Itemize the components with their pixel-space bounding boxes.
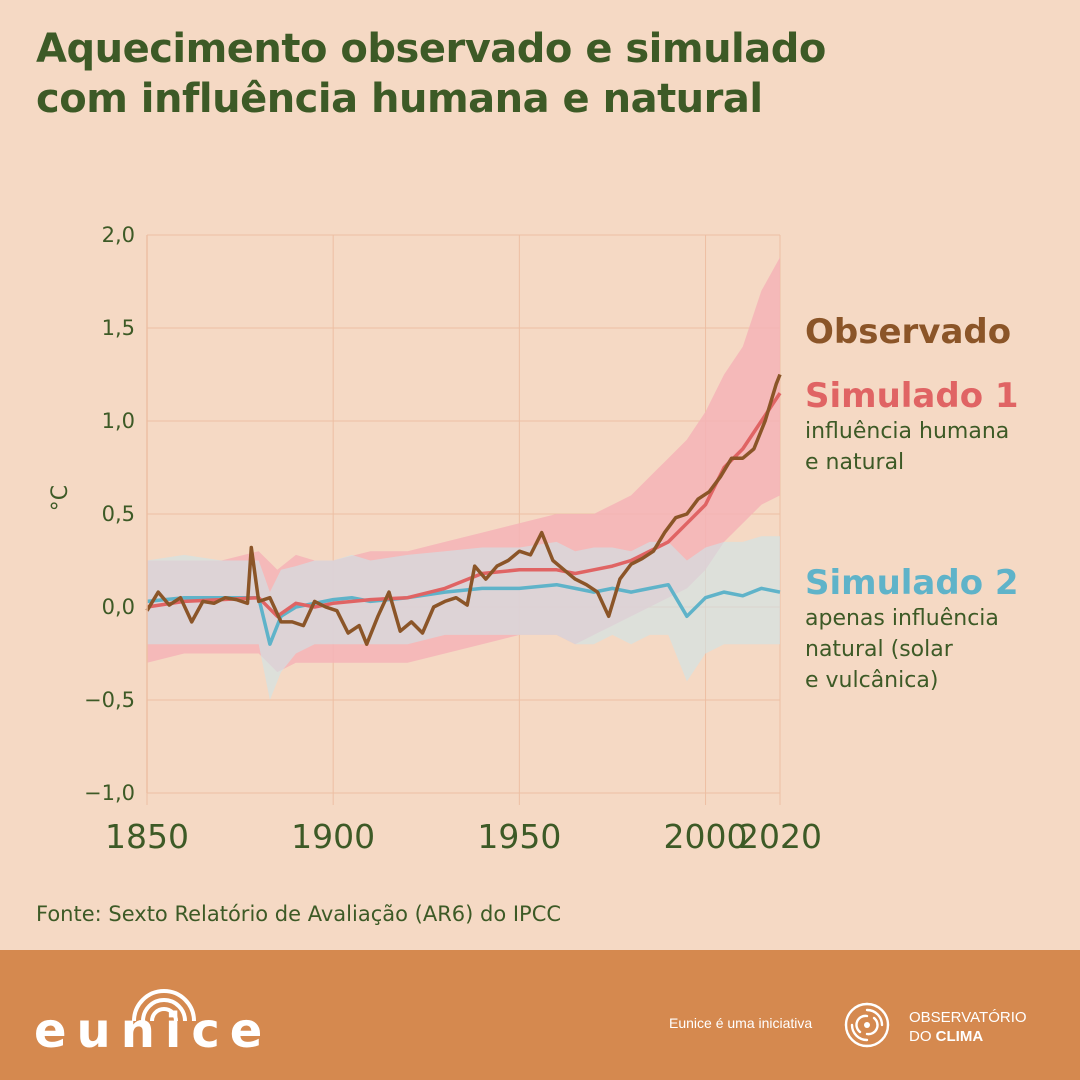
axes: −1,0 −0,5 0,0 0,5 1,0 1,5 2,0 1850 1900 1950 20002… (84, 223, 822, 856)
footer: eunice Eunice é uma iniciativa OBSERVATÓ… (0, 950, 1080, 1080)
eunice-logo-arcs-icon (132, 989, 196, 1022)
chart-title-line-2: com influência humana e natural (36, 76, 763, 122)
observatorio-line-2: DO CLIMA (909, 1027, 1027, 1046)
legend-sim2-desc-2: natural (solar (805, 637, 953, 662)
y-tick-label: 2,0 (102, 223, 135, 247)
y-tick-label: −1,0 (84, 781, 135, 805)
legend-sim1-desc-2: e natural (805, 450, 905, 475)
x-tick-label: 2000 (664, 817, 748, 856)
series-lines (145, 373, 782, 646)
chart-title: Aquecimento observado e simulado com inf… (36, 24, 1036, 124)
sim2-band (147, 536, 780, 700)
chart-title-line-1: Aquecimento observado e simulado (36, 26, 826, 72)
legend-sim1-desc-1: influência humana (805, 419, 1010, 444)
legend-observed: Observado (805, 312, 1011, 352)
initiative-text: Eunice é uma iniciativa (669, 1015, 813, 1031)
spiral-logo-icon (844, 1002, 890, 1048)
x-tick-label: 1950 (477, 817, 561, 856)
x-tick-label: 2020 (738, 817, 822, 856)
eunice-logo-wordmark: eunice (34, 1003, 272, 1055)
legend-sim2: Simulado 2 apenas influência natural (so… (805, 563, 1019, 696)
x-tick-label: 1850 (105, 817, 189, 856)
observatorio-name: OBSERVATÓRIO DO CLIMA (909, 1008, 1027, 1046)
y-tick-label: 0,5 (102, 502, 135, 526)
y-tick-label: 0,0 (102, 595, 135, 619)
y-tick-label: 1,0 (102, 409, 135, 433)
y-tick-label: 1,5 (102, 316, 135, 340)
legend-sim2-desc-1: apenas influência (805, 606, 999, 631)
x-tick-label: 1900 (291, 817, 375, 856)
observatorio-line-1: OBSERVATÓRIO (909, 1009, 1027, 1026)
legend-sim2-desc-3: e vulcânica) (805, 668, 939, 693)
chart: −1,0 −0,5 0,0 0,5 1,0 1,5 2,0 1850 1900 1950 20002… (48, 223, 822, 856)
y-axis-label: °C (48, 485, 73, 511)
source-note: Fonte: Sexto Relatório de Avaliação (AR6… (36, 902, 562, 926)
legend-observed-label: Observado (805, 312, 1012, 352)
observatorio-line-2-bold: CLIMA (935, 1028, 984, 1045)
legend-sim1-label: Simulado 1 (805, 376, 1019, 416)
observatorio-line-2-prefix: DO (909, 1028, 936, 1045)
y-tick-label: −0,5 (84, 688, 135, 712)
legend-sim2-label: Simulado 2 (805, 563, 1019, 603)
sim1-line (146, 392, 782, 619)
uncertainty-bands (147, 257, 780, 700)
legend-sim1: Simulado 1 influência humana e natural (805, 376, 1019, 478)
sim2-line (146, 582, 781, 646)
observed-line (145, 373, 782, 646)
eunice-logo[interactable]: eunice (30, 975, 300, 1055)
